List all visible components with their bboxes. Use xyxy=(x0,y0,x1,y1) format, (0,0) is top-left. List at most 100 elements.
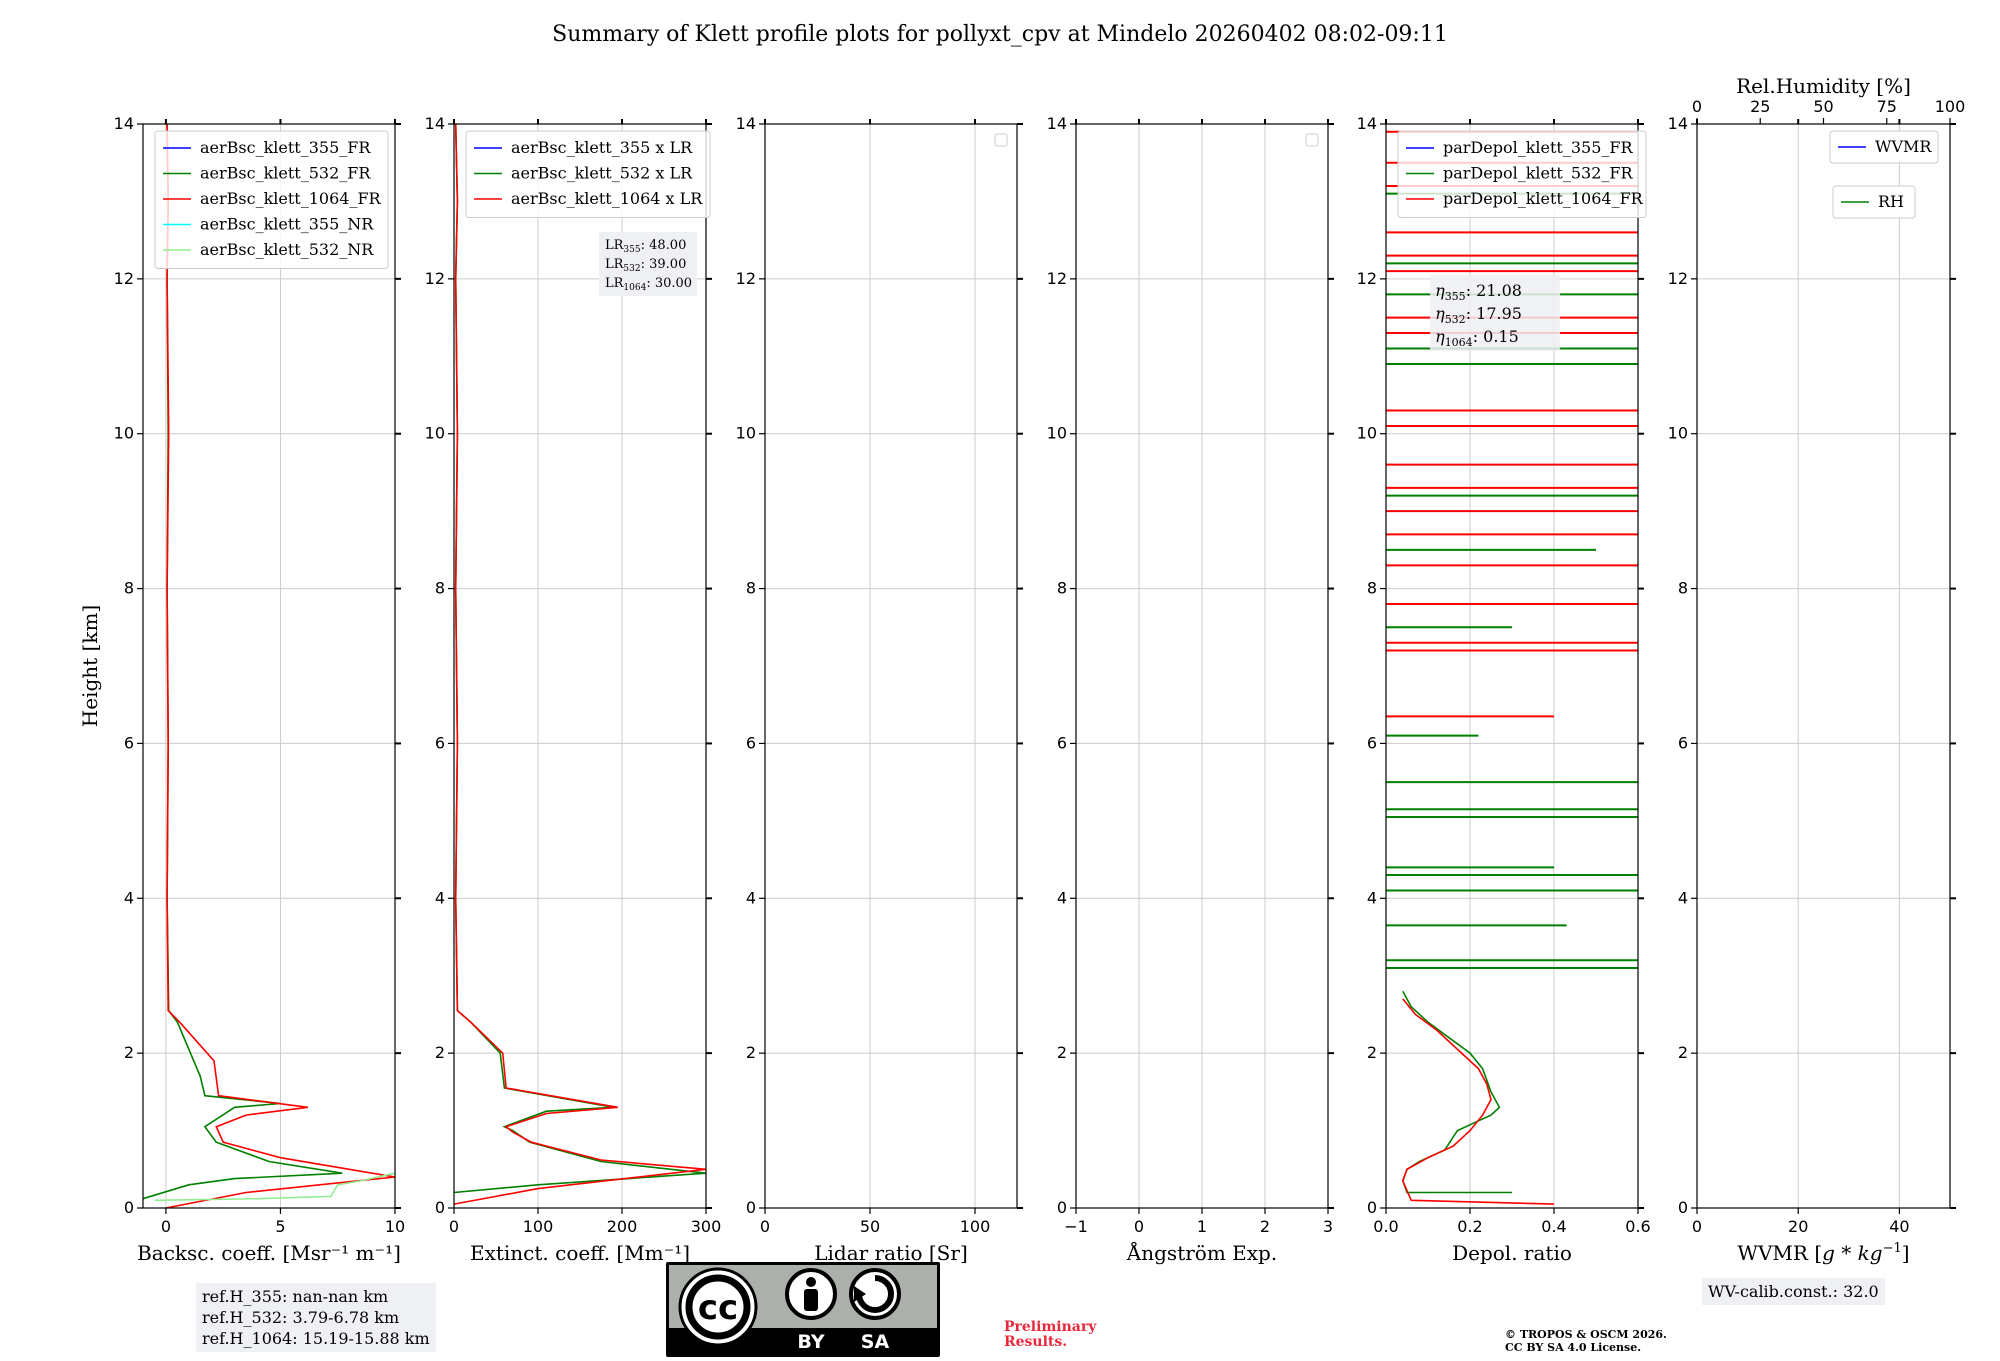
legend-entry: WVMR xyxy=(1875,137,1932,156)
lidar-ratio-label: LR355: 48.00 xyxy=(605,238,686,255)
ytick-label: 6 xyxy=(124,733,134,752)
ytick-label: 0 xyxy=(435,1198,445,1217)
xtick-label: 2 xyxy=(1260,1217,1270,1236)
x-axis-label: Extinct. coeff. [Mm⁻¹] xyxy=(470,1241,690,1265)
panel-lidar-ratio: 0 2 4 6 8 10 12 14 0 50 100 Lidar ratio [Sr] xyxy=(736,114,1023,1265)
legend: aerBsc_klett_355 x LR aerBsc_klett_532 x … xyxy=(465,130,711,218)
axes-frame xyxy=(142,123,396,1209)
ytick-label: 2 xyxy=(435,1043,445,1062)
ytick-label: 6 xyxy=(1678,733,1688,752)
x-axis-label: Backsc. coeff. [Msr⁻¹ m⁻¹] xyxy=(137,1241,401,1265)
xtick-label: 3 xyxy=(1323,1217,1333,1236)
ytick-label: 0 xyxy=(124,1198,134,1217)
ytick-label: 10 xyxy=(1047,424,1067,443)
ytick-label: 6 xyxy=(746,733,756,752)
ytick-label: 10 xyxy=(1668,424,1688,443)
x-axis-label: WVMR [g * kg−1] xyxy=(1737,1241,1909,1265)
ytick-label: 10 xyxy=(425,424,445,443)
legend: aerBsc_klett_355_FR aerBsc_klett_532_FRae… xyxy=(154,130,389,269)
top-xtick-label: 50 xyxy=(1813,97,1833,116)
x-axis-label: Lidar ratio [Sr] xyxy=(814,1241,968,1265)
ytick-label: 8 xyxy=(1057,579,1067,598)
xtick-label: 0 xyxy=(161,1217,171,1236)
xtick-label: 0.0 xyxy=(1373,1217,1398,1236)
xtick-label: 0 xyxy=(1134,1217,1144,1236)
ytick-label: 4 xyxy=(435,888,445,907)
xtick-label: 0.4 xyxy=(1541,1217,1566,1236)
xtick-label: 100 xyxy=(523,1217,554,1236)
figure-title: Summary of Klett profile plots for polly… xyxy=(552,22,1448,47)
legend-box-wvmr xyxy=(1829,130,1939,164)
refh-355: ref.H_355: nan-nan km xyxy=(202,1287,389,1306)
lidar-ratio-box xyxy=(599,232,697,296)
legend-box xyxy=(465,130,711,218)
series-aerBsc_klett_532_NR xyxy=(154,1172,396,1202)
cc-letters: cc xyxy=(698,1288,738,1328)
panel-backscatter: 0 2 4 6 8 10 12 14 0 5 10 Backsc. coeff. [Msr⁻¹ m⁻¹… xyxy=(78,114,405,1265)
copyright-note: © TROPOS & OSCM 2026. CC BY SA 4.0 Licen… xyxy=(1505,1328,1667,1354)
ytick-label: 8 xyxy=(1678,579,1688,598)
ytick-label: 12 xyxy=(1047,269,1067,288)
legend: WVMR RH xyxy=(1829,130,1939,219)
x-axis-label: Ångström Exp. xyxy=(1126,1240,1277,1265)
series-aerBsc_klett_1064_FR xyxy=(165,123,396,1209)
preliminary-results-note: Preliminary Results. xyxy=(1004,1320,1096,1350)
ytick-label: 8 xyxy=(124,579,134,598)
wv-calibration-box: WV-calib.const.: 32.0 xyxy=(1702,1278,1885,1305)
ytick-label: 12 xyxy=(1668,269,1688,288)
series-aerBsc_klett_532_FR xyxy=(142,123,343,1200)
xtick-label: 10 xyxy=(385,1217,405,1236)
empty-legend xyxy=(1305,133,1319,147)
ytick-label: 8 xyxy=(435,579,445,598)
axes-frame xyxy=(764,123,1018,1209)
refh-532: ref.H_532: 3.79-6.78 km xyxy=(202,1308,400,1327)
legend-box xyxy=(154,130,389,269)
ytick-label: 6 xyxy=(1367,733,1377,752)
ytick-label: 4 xyxy=(124,888,134,907)
ytick-label: 2 xyxy=(124,1043,134,1062)
ytick-label: 0 xyxy=(1367,1198,1377,1217)
eta-label: η355: 21.08 xyxy=(1435,281,1522,303)
empty-legend xyxy=(994,133,1008,147)
ytick-label: 4 xyxy=(1367,888,1377,907)
eta-label: η1064: 0.15 xyxy=(1435,327,1519,349)
legend-entry: RH xyxy=(1878,192,1904,211)
y-axis-label: Height [km] xyxy=(78,605,102,727)
by-label: BY xyxy=(797,1331,824,1353)
panel-depol: 0 2 4 6 8 10 12 14 0.0 0.2 0.4 0.6 Depol. ratio parDe… xyxy=(1357,114,1651,1265)
top-xtick-label: 75 xyxy=(1877,97,1897,116)
xtick-label: 0 xyxy=(760,1217,770,1236)
legend-entry: aerBsc_klett_1064 x LR xyxy=(511,189,703,208)
xtick-label: 300 xyxy=(691,1217,722,1236)
ytick-label: 10 xyxy=(114,424,134,443)
lidar-ratio-label: LR1064: 30.00 xyxy=(605,276,692,293)
ytick-label: 10 xyxy=(1357,424,1377,443)
legend-entry: aerBsc_klett_532_NR xyxy=(200,240,374,259)
x-axis-label: Depol. ratio xyxy=(1452,1241,1572,1265)
top-x-axis-label: Rel.Humidity [%] xyxy=(1736,74,1911,98)
ytick-label: 14 xyxy=(114,114,134,133)
xtick-label: 1 xyxy=(1197,1217,1207,1236)
legend: parDepol_klett_355_FR parDepol_klett_532_… xyxy=(1397,130,1647,218)
ytick-label: 2 xyxy=(746,1043,756,1062)
xtick-label: −1 xyxy=(1064,1217,1088,1236)
legend-entry: aerBsc_klett_355_NR xyxy=(200,215,374,234)
refh-1064: ref.H_1064: 15.19-15.88 km xyxy=(202,1329,430,1348)
ytick-label: 12 xyxy=(114,269,134,288)
ytick-label: 2 xyxy=(1367,1043,1377,1062)
lidar-ratio-label: LR532: 39.00 xyxy=(605,257,686,274)
series-parDepol_klett_1064_FR xyxy=(1401,998,1555,1205)
ytick-label: 8 xyxy=(1367,579,1377,598)
axes-frame xyxy=(1696,123,1951,1209)
legend-entry: parDepol_klett_532_FR xyxy=(1443,164,1634,183)
xtick-label: 0 xyxy=(449,1217,459,1236)
ytick-label: 4 xyxy=(746,888,756,907)
legend-entry: aerBsc_klett_532_FR xyxy=(200,164,371,183)
copyright-line-2: CC BY SA 4.0 License. xyxy=(1505,1341,1642,1354)
xtick-label: 200 xyxy=(607,1217,638,1236)
reference-height-box: ref.H_355: nan-nan km ref.H_532: 3.79-6.… xyxy=(196,1283,436,1352)
preliminary-line-2: Results. xyxy=(1004,1334,1068,1350)
